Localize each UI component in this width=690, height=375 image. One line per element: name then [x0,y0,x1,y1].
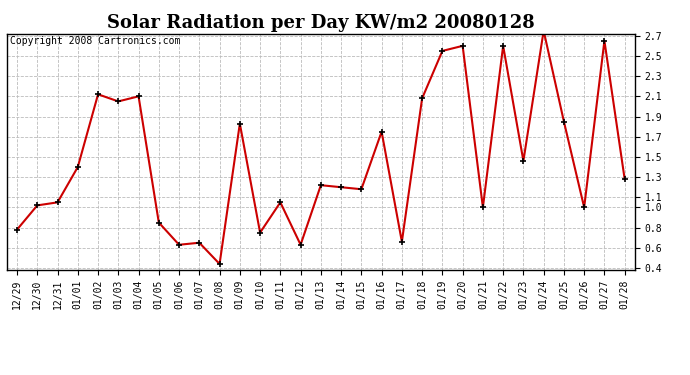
Title: Solar Radiation per Day KW/m2 20080128: Solar Radiation per Day KW/m2 20080128 [107,14,535,32]
Text: Copyright 2008 Cartronics.com: Copyright 2008 Cartronics.com [10,36,180,46]
